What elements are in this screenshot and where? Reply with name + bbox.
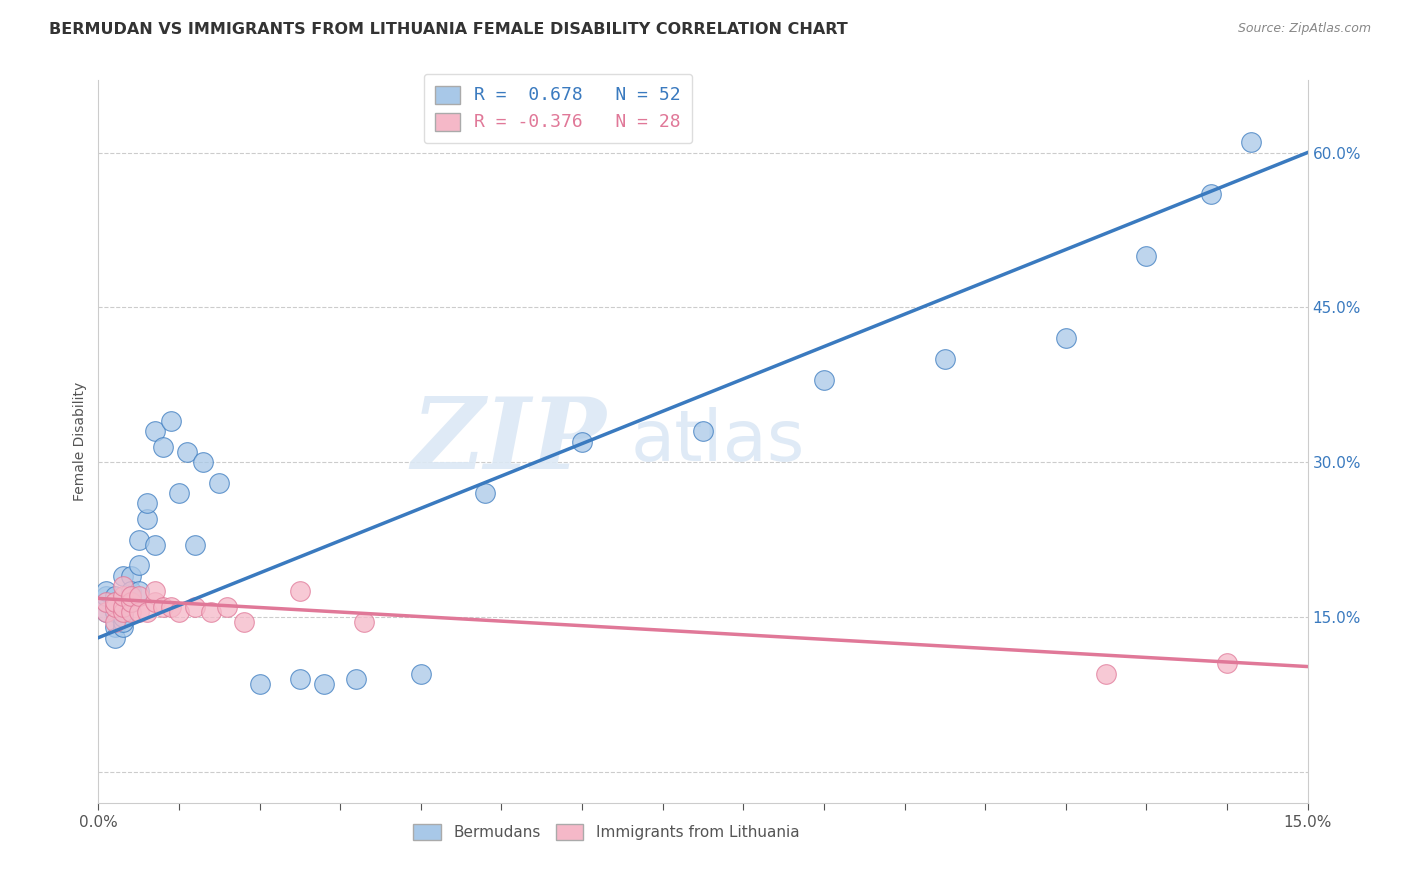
Point (167, 605, 190, 619)
Point (120, 605, 142, 619)
Point (111, 615, 134, 630)
Point (409, 666, 432, 681)
Point (111, 605, 134, 619)
Point (128, 584, 150, 599)
Point (120, 590, 142, 604)
Point (96, 605, 118, 619)
Point (1135, 249, 1157, 263)
Point (96, 605, 118, 619)
Point (120, 594, 142, 608)
Point (96, 594, 118, 608)
Legend: Bermudans, Immigrants from Lithuania: Bermudans, Immigrants from Lithuania (405, 814, 808, 849)
Point (103, 631, 125, 645)
Point (120, 590, 142, 604)
Point (111, 605, 134, 619)
Point (96, 590, 118, 604)
Point (111, 620, 134, 634)
Point (120, 594, 142, 608)
Point (120, 594, 142, 608)
Point (111, 610, 134, 624)
Text: atlas: atlas (630, 407, 804, 476)
Point (143, 538, 166, 552)
Point (111, 590, 134, 604)
Point (167, 486, 190, 500)
Point (111, 605, 134, 619)
Point (103, 599, 125, 614)
Point (160, 599, 183, 614)
Point (96, 584, 118, 599)
Point (813, 373, 835, 387)
Point (103, 605, 125, 619)
Point (208, 475, 231, 490)
Point (176, 445, 198, 459)
Point (1095, 666, 1118, 681)
Point (111, 599, 134, 614)
Point (135, 512, 157, 526)
Point (184, 538, 207, 552)
Point (288, 584, 311, 599)
Point (103, 605, 125, 619)
Text: Source: ZipAtlas.com: Source: ZipAtlas.com (1237, 22, 1371, 36)
Point (1199, 186, 1222, 201)
Point (934, 351, 956, 366)
Point (128, 590, 150, 604)
Point (184, 599, 207, 614)
Point (143, 584, 166, 599)
Point (571, 434, 593, 449)
Point (103, 590, 125, 604)
Point (160, 414, 183, 428)
Point (111, 599, 134, 614)
Point (152, 599, 174, 614)
Point (1240, 135, 1263, 149)
Point (103, 620, 125, 634)
Point (128, 533, 150, 547)
Text: BERMUDAN VS IMMIGRANTS FROM LITHUANIA FEMALE DISABILITY CORRELATION CHART: BERMUDAN VS IMMIGRANTS FROM LITHUANIA FE… (49, 22, 848, 37)
Point (200, 605, 222, 619)
Point (249, 677, 271, 691)
Point (103, 594, 125, 608)
Point (96, 594, 118, 608)
Point (103, 594, 125, 608)
Point (143, 424, 166, 438)
Point (288, 672, 311, 686)
Point (128, 558, 150, 573)
Point (152, 440, 174, 454)
Point (111, 579, 134, 593)
Point (232, 615, 254, 630)
Point (143, 594, 166, 608)
Point (344, 672, 367, 686)
Point (128, 605, 150, 619)
Point (103, 615, 125, 630)
Point (120, 584, 142, 599)
Point (692, 424, 714, 438)
Point (120, 568, 142, 582)
Point (217, 599, 239, 614)
Point (193, 455, 215, 469)
Point (474, 486, 496, 500)
Point (314, 677, 336, 691)
Point (103, 599, 125, 614)
Y-axis label: Female Disability: Female Disability (73, 382, 87, 501)
Point (111, 605, 134, 619)
Point (111, 568, 134, 582)
Point (353, 615, 375, 630)
Text: ZIP: ZIP (412, 393, 606, 490)
Point (135, 496, 157, 510)
Point (1054, 331, 1077, 345)
Point (1216, 657, 1239, 671)
Point (135, 605, 157, 619)
